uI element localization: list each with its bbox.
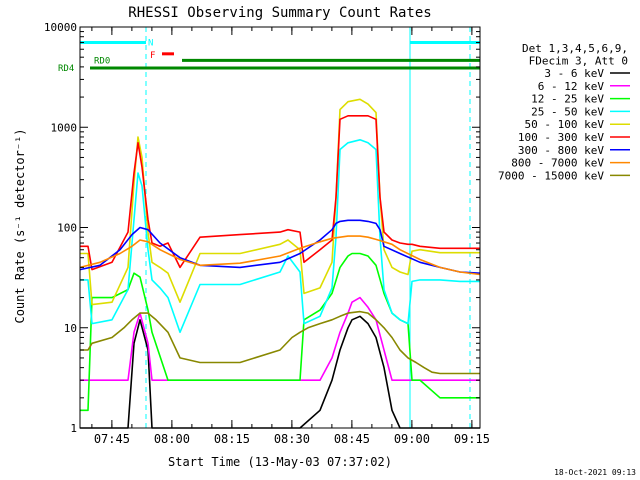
legend-header-line: Det 1,3,4,5,6,9, [522,42,628,55]
rd0-flag-label: RD0 [94,56,110,66]
night-flag-label: N [148,39,153,49]
legend-label: 12 - 25 keV [531,93,604,106]
x-tick-label: 08:30 [274,432,310,446]
legend-label: 100 - 300 keV [518,131,604,144]
series-line-1 [80,315,480,429]
y-tick-label: 1000 [51,121,78,134]
y-tick-label: 10 [64,322,77,335]
legend-label: 3 - 6 keV [544,67,604,80]
series-line-2 [80,296,480,382]
x-tick-label: 09:15 [454,432,490,446]
series-line-9 [80,310,480,375]
x-axis-label: Start Time (13-May-03 07:37:02) [168,455,392,469]
y-tick-label: 10000 [44,21,77,34]
chart-title: RHESSI Observing Summary Count Rates [128,5,431,21]
x-tick-label: 09:00 [394,432,430,446]
legend-label: 50 - 100 keV [525,118,605,131]
x-tick-label: 07:45 [94,432,130,446]
y-axis-label: Count Rate (s⁻¹ detector⁻¹) [13,128,27,323]
series-line-5 [80,98,480,306]
plot-area: NF RD0 RD4 [58,27,481,429]
y-tick-label: 100 [57,222,77,235]
x-tick-label: 08:15 [214,432,250,446]
x-tick-label: 08:45 [334,432,370,446]
legend-label: 6 - 12 keV [538,80,605,93]
legend-label: 7000 - 15000 keV [498,169,604,182]
legend-header-line: FDecim 3, Att 0 [529,55,628,68]
legend-label: 25 - 50 keV [531,105,604,118]
x-tick-label: 08:00 [154,432,190,446]
legend: Det 1,3,4,5,6,9,FDecim 3, Att 03 - 6 keV… [498,42,630,182]
timestamp: 18-Oct-2021 09:13 [554,468,636,477]
series-line-8 [79,235,481,276]
series-line-6 [80,115,480,271]
rd4-flag-label: RD4 [58,64,74,74]
axes: 1 10 100 1000 10000 07:45 08:00 08:15 08:30 08:45… [44,21,490,446]
series-line-4 [80,139,480,334]
legend-label: 300 - 800 keV [518,144,604,157]
flare-flag-label: F [150,51,155,61]
y-tick-label: 1 [70,422,77,435]
series-line-7 [79,219,481,274]
legend-label: 800 - 7000 keV [511,157,604,170]
